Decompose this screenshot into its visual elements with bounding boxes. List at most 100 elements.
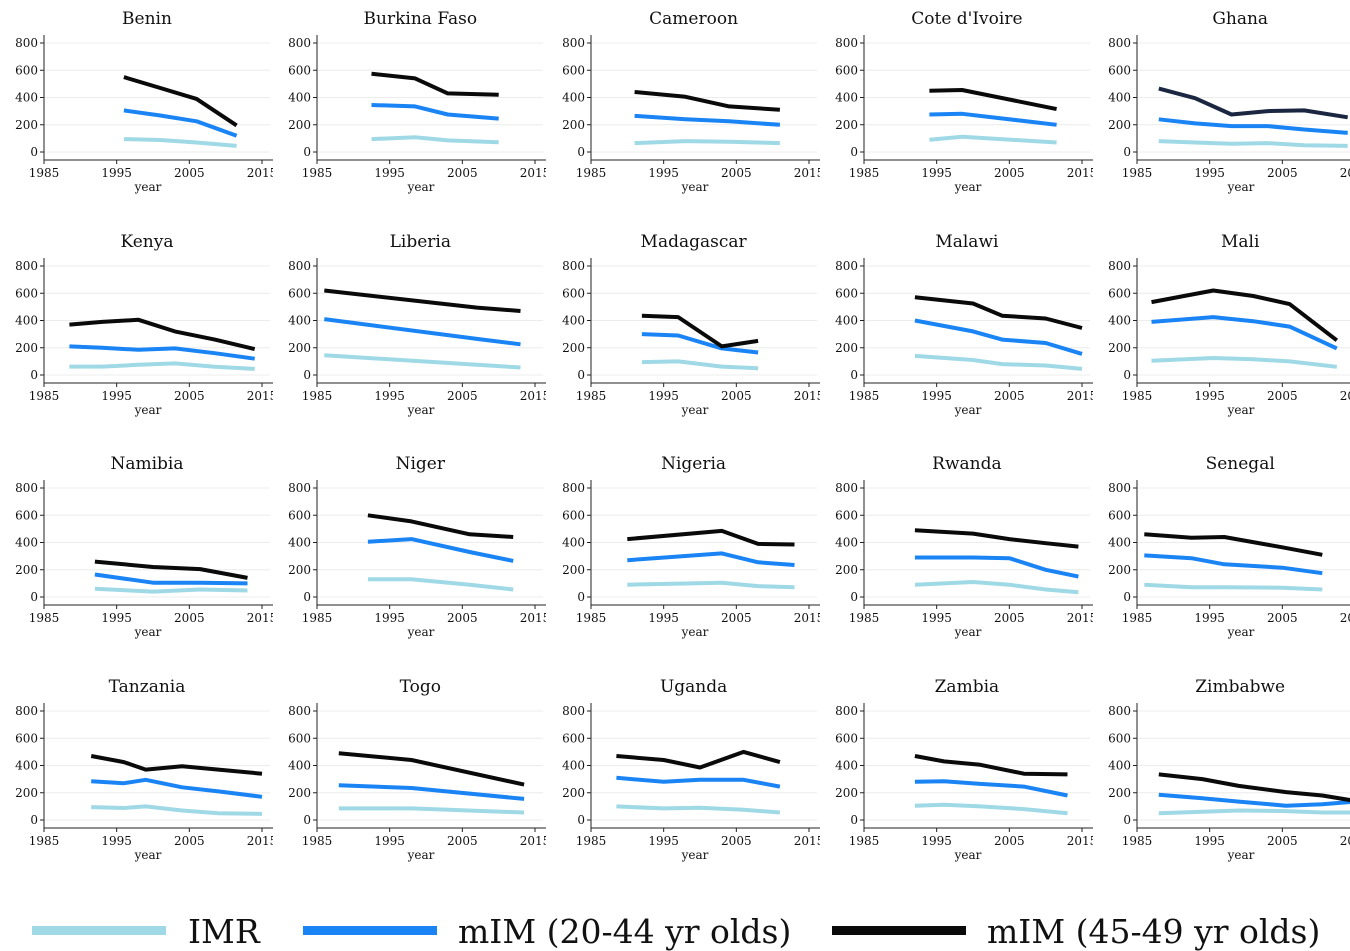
panel-title: Zimbabwe [1195,677,1286,698]
series-line-mim-20-44-yr-olds [1158,792,1350,808]
x-tick-label: 2015 [793,834,819,848]
x-tick-label: 1985 [1122,389,1153,403]
legend-label-imr: IMR [188,912,260,951]
series-line-mim-20-44-yr-olds [339,783,525,801]
y-tick-label: 200 [288,118,311,132]
y-tick-label: 800 [1108,704,1131,718]
panel-plot: 0 200 400 600 800 1985 1995 2005 2015 year [835,257,1093,417]
y-tick-label: 400 [835,536,858,550]
panel-cameroon: Cameroon 0 200 400 600 800 1985 1995 2005 2015 yea… [547,0,820,222]
y-tick-label: 400 [1108,536,1131,550]
y-tick-label: 0 [577,813,585,827]
panel-niger: Niger 0 200 400 600 800 1985 1995 2005 2015 year [273,445,547,667]
x-tick-label: 2015 [247,834,273,848]
panel-plot: 0 200 400 600 800 1985 1995 2005 2015 year [1108,480,1350,639]
y-tick-label: 800 [15,259,38,273]
y-tick-label: 0 [30,590,38,604]
series-line-imr [69,361,255,371]
y-tick-label: 400 [288,91,311,105]
x-tick-label: 1995 [921,389,952,403]
y-tick-label: 800 [835,704,858,718]
y-tick-label: 600 [835,63,858,77]
y-tick-label: 200 [562,786,585,800]
y-tick-label: 400 [288,313,311,327]
series-line-mim-20-44-yr-olds [123,108,238,138]
panel-plot: 0 200 400 600 800 1985 1995 2005 2015 year [15,703,273,862]
x-axis-label: year [134,180,162,194]
series-line-mim-45-49-yr-olds [641,313,758,349]
panel-title: Burkina Faso [363,9,478,29]
series-line-mim-45-49-yr-olds [1158,772,1350,803]
y-tick-label: 0 [1124,813,1132,827]
x-tick-label: 2005 [721,611,752,625]
y-tick-label: 0 [577,368,585,382]
x-tick-label: 2005 [174,166,205,180]
panel-plot: 0 200 400 600 800 1985 1995 2005 2015 year [288,257,547,417]
x-tick-label: 1995 [375,166,406,180]
panel-plot: 0 200 400 600 800 1985 1995 2005 2015 year [1108,257,1350,417]
x-tick-label: 1995 [101,834,132,848]
x-tick-label: 1985 [29,611,60,625]
panel-plot: 0 200 400 600 800 1985 1995 2005 2015 year [562,257,820,417]
y-tick-label: 200 [562,118,585,132]
series-line-mim-20-44-yr-olds [914,779,1068,798]
y-tick-label: 600 [15,286,38,300]
x-tick-label: 1985 [29,166,60,180]
y-tick-label: 800 [562,704,585,718]
y-tick-label: 800 [15,704,38,718]
y-tick-label: 0 [30,368,38,382]
x-tick-label: 1985 [302,611,333,625]
panel-namibia: Namibia 0 200 400 600 800 1985 1995 2005 2015 year [0,445,273,667]
y-tick-label: 400 [15,313,38,327]
series-line-mim-20-44-yr-olds [615,775,780,789]
panel-malawi: Malawi 0 200 400 600 800 1985 1995 2005 2015 year [820,223,1093,445]
series-line-mim-20-44-yr-olds [1144,553,1323,576]
y-tick-label: 400 [288,536,311,550]
y-tick-label: 0 [850,368,858,382]
series-line-mim-45-49-yr-olds [90,754,263,776]
x-axis-label: year [1227,848,1255,862]
x-axis-label: year [407,625,435,639]
y-tick-label: 800 [835,36,858,50]
series-line-mim-45-49-yr-olds [615,749,781,770]
x-tick-label: 2005 [447,611,478,625]
y-tick-label: 200 [835,786,858,800]
y-tick-label: 200 [288,340,311,354]
y-tick-label: 0 [850,813,858,827]
series-line-mim-45-49-yr-olds [626,529,795,547]
series-line-mim-45-49-yr-olds [69,317,256,351]
x-tick-label: 2015 [520,834,546,848]
panel-tanzania: Tanzania 0 200 400 600 800 1985 1995 2005 2015 yea… [0,668,273,890]
panel-plot: 0 200 400 600 800 1985 1995 2005 2015 year [288,35,547,194]
panel-plot: 0 200 400 600 800 1985 1995 2005 2015 year [15,480,273,639]
x-tick-label: 1995 [1195,389,1226,403]
x-axis-label: year [680,848,708,862]
series-line-imr [1158,808,1350,816]
x-tick-label: 1985 [849,611,880,625]
legend-swatch-imr [32,926,166,935]
y-tick-label: 400 [1108,313,1131,327]
series-line-mim-20-44-yr-olds [94,572,248,586]
y-tick-label: 200 [15,563,38,577]
y-tick-label: 800 [15,481,38,495]
panel-madagascar: Madagascar 0 200 400 600 800 1985 1995 2005 2015 y… [547,223,820,445]
y-tick-label: 600 [1108,509,1131,523]
series-line-mim-20-44-yr-olds [371,103,500,121]
panel-nigeria: Nigeria 0 200 400 600 800 1985 1995 2005 2015 year [547,445,820,667]
x-tick-label: 1995 [101,166,132,180]
y-tick-label: 200 [288,563,311,577]
y-tick-label: 400 [562,759,585,773]
series-line-mim-45-49-yr-olds [123,75,238,128]
series-line-imr [914,580,1079,595]
x-tick-label: 2005 [994,389,1025,403]
panel-plot: 0 200 400 600 800 1985 1995 2005 2015 year [288,480,547,639]
series-line-mim-20-44-yr-olds [641,331,758,355]
series-line-imr [1151,355,1338,369]
x-tick-label: 2015 [247,611,273,625]
x-tick-label: 2005 [994,166,1025,180]
y-tick-label: 200 [1108,786,1131,800]
series-line-mim-45-49-yr-olds [324,288,521,313]
series-line-mim-45-49-yr-olds [338,751,525,787]
x-tick-label: 1985 [849,389,880,403]
y-tick-label: 400 [288,759,311,773]
